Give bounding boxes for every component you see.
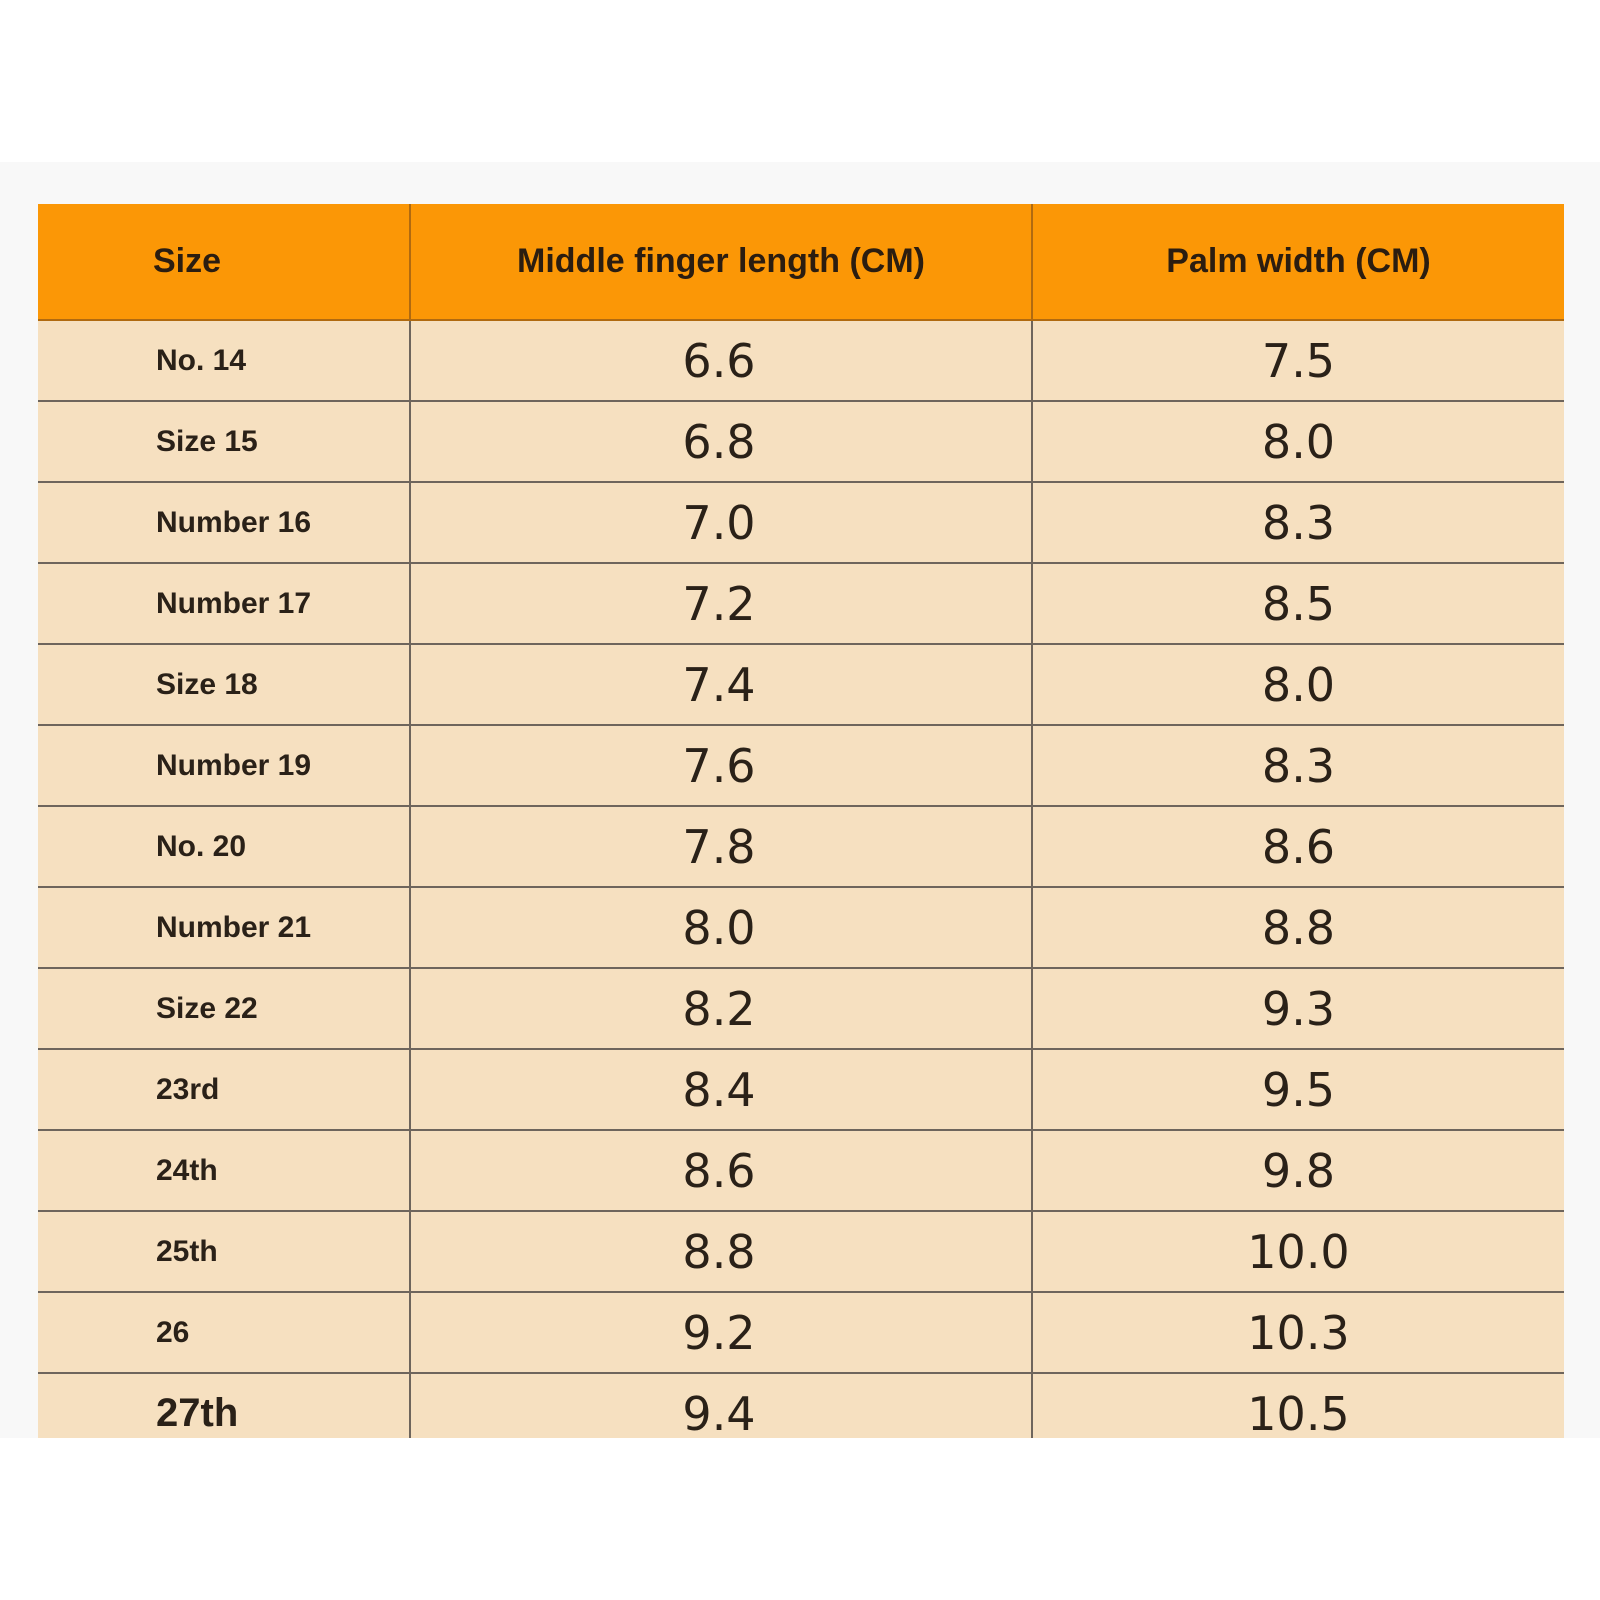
cell-middle-finger-length: 7.0 bbox=[410, 482, 1033, 564]
header-middle-finger-length: Middle finger length (CM) bbox=[410, 204, 1033, 321]
cell-middle-finger-length: 7.4 bbox=[410, 644, 1033, 726]
cell-size: Number 16 bbox=[38, 482, 411, 564]
cell-middle-finger-length: 9.2 bbox=[410, 1292, 1033, 1374]
cell-palm-width: 10.5 bbox=[1032, 1373, 1564, 1438]
cell-size: Size 22 bbox=[38, 968, 411, 1050]
table-row: Number 17 7.2 8.5 bbox=[38, 563, 1564, 645]
table-row: 23rd 8.4 9.5 bbox=[38, 1049, 1564, 1131]
cell-middle-finger-length: 7.8 bbox=[410, 806, 1033, 888]
table-body: No. 14 6.6 7.5 Size 15 6.8 8.0 Number 16… bbox=[38, 320, 1564, 1438]
cell-middle-finger-length: 8.2 bbox=[410, 968, 1033, 1050]
cell-palm-width: 8.6 bbox=[1032, 806, 1564, 888]
cell-middle-finger-length: 6.6 bbox=[410, 320, 1033, 402]
cell-middle-finger-length: 8.4 bbox=[410, 1049, 1033, 1131]
cell-palm-width: 8.0 bbox=[1032, 644, 1564, 726]
table-row: Number 16 7.0 8.3 bbox=[38, 482, 1564, 564]
table-row: Number 19 7.6 8.3 bbox=[38, 725, 1564, 807]
cell-middle-finger-length: 9.4 bbox=[410, 1373, 1033, 1438]
cell-palm-width: 8.5 bbox=[1032, 563, 1564, 645]
cell-size: Number 17 bbox=[38, 563, 411, 645]
cell-palm-width: 9.3 bbox=[1032, 968, 1564, 1050]
cell-size: No. 20 bbox=[38, 806, 411, 888]
cell-size: Size 18 bbox=[38, 644, 411, 726]
cell-middle-finger-length: 8.0 bbox=[410, 887, 1033, 969]
cell-palm-width: 9.5 bbox=[1032, 1049, 1564, 1131]
cell-middle-finger-length: 7.6 bbox=[410, 725, 1033, 807]
cell-middle-finger-length: 6.8 bbox=[410, 401, 1033, 483]
table-row: No. 14 6.6 7.5 bbox=[38, 320, 1564, 402]
cell-size: 26 bbox=[38, 1292, 411, 1374]
cell-middle-finger-length: 8.6 bbox=[410, 1130, 1033, 1212]
cell-size: Number 19 bbox=[38, 725, 411, 807]
table-row: 27th 9.4 10.5 bbox=[38, 1373, 1564, 1438]
header-size: Size bbox=[38, 204, 411, 321]
size-chart-table: Size Middle finger length (CM) Palm widt… bbox=[38, 204, 1564, 1438]
cell-size: Size 15 bbox=[38, 401, 411, 483]
cell-size: 23rd bbox=[38, 1049, 411, 1131]
table-header: Size Middle finger length (CM) Palm widt… bbox=[38, 204, 1564, 321]
size-chart-table-wrapper: Size Middle finger length (CM) Palm widt… bbox=[38, 204, 1564, 1438]
table-row: Size 22 8.2 9.3 bbox=[38, 968, 1564, 1050]
cell-palm-width: 8.3 bbox=[1032, 725, 1564, 807]
cell-size: No. 14 bbox=[38, 320, 411, 402]
cell-size: 27th bbox=[38, 1373, 411, 1438]
table-row: 26 9.2 10.3 bbox=[38, 1292, 1564, 1374]
cell-size: 24th bbox=[38, 1130, 411, 1212]
cell-palm-width: 10.3 bbox=[1032, 1292, 1564, 1374]
cell-palm-width: 10.0 bbox=[1032, 1211, 1564, 1293]
cell-middle-finger-length: 7.2 bbox=[410, 563, 1033, 645]
cell-palm-width: 8.8 bbox=[1032, 887, 1564, 969]
table-row: No. 20 7.8 8.6 bbox=[38, 806, 1564, 888]
table-row: Number 21 8.0 8.8 bbox=[38, 887, 1564, 969]
cell-middle-finger-length: 8.8 bbox=[410, 1211, 1033, 1293]
cell-palm-width: 9.8 bbox=[1032, 1130, 1564, 1212]
cell-palm-width: 8.3 bbox=[1032, 482, 1564, 564]
cell-size: 25th bbox=[38, 1211, 411, 1293]
table-row: 25th 8.8 10.0 bbox=[38, 1211, 1564, 1293]
header-row: Size Middle finger length (CM) Palm widt… bbox=[38, 204, 1564, 321]
table-row: Size 15 6.8 8.0 bbox=[38, 401, 1564, 483]
table-row: Size 18 7.4 8.0 bbox=[38, 644, 1564, 726]
header-palm-width: Palm width (CM) bbox=[1032, 204, 1564, 321]
cell-palm-width: 7.5 bbox=[1032, 320, 1564, 402]
cell-palm-width: 8.0 bbox=[1032, 401, 1564, 483]
table-row: 24th 8.6 9.8 bbox=[38, 1130, 1564, 1212]
cell-size: Number 21 bbox=[38, 887, 411, 969]
